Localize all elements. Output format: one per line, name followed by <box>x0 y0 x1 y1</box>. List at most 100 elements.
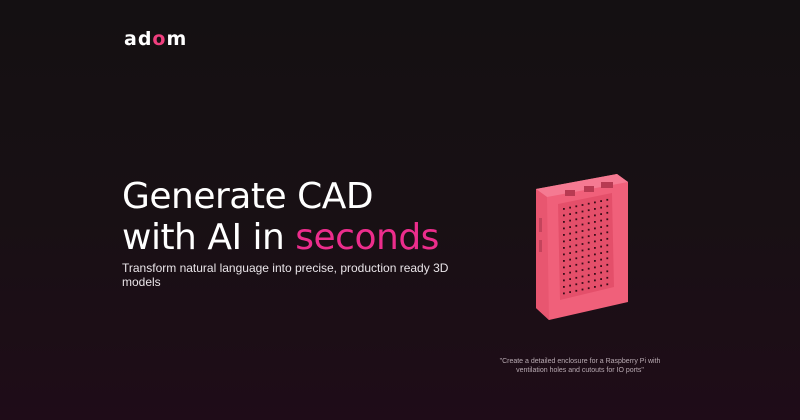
vent-hole <box>606 270 609 273</box>
vent-hole <box>563 279 565 282</box>
vent-hole <box>587 261 590 264</box>
vent-hole <box>587 209 590 212</box>
vent-hole <box>606 231 609 234</box>
vent-hole <box>563 286 565 288</box>
vent-hole <box>563 227 565 230</box>
vent-hole <box>569 278 571 280</box>
logo-o: o <box>152 28 167 50</box>
vent-hole <box>606 263 609 266</box>
model-caption: "Create a detailed enclosure for a Raspb… <box>499 358 661 374</box>
vent-hole <box>569 206 571 209</box>
vent-hole <box>587 274 590 277</box>
vent-hole <box>575 289 578 292</box>
vent-hole <box>563 240 565 243</box>
vent-hole <box>581 282 584 284</box>
vent-hole <box>600 200 602 202</box>
vent-hole <box>563 273 565 275</box>
vent-hole <box>594 208 596 210</box>
vent-hole <box>563 214 565 217</box>
vent-hole <box>581 262 584 265</box>
vent-hole <box>575 283 578 286</box>
vent-hole <box>600 219 602 222</box>
vent-hole <box>606 198 609 201</box>
vent-hole <box>594 273 596 275</box>
vent-hole <box>587 248 590 251</box>
vent-hole <box>587 241 590 244</box>
vent-hole <box>575 276 578 279</box>
vent-hole <box>600 258 602 261</box>
vent-hole <box>600 252 602 254</box>
hero: Generate CAD with AI in seconds <box>122 176 439 258</box>
vent-hole <box>575 205 578 208</box>
vent-hole <box>563 292 565 295</box>
vent-hole <box>606 237 609 240</box>
vent-hole <box>606 224 609 227</box>
vent-hole <box>563 221 565 223</box>
vent-hole <box>563 266 565 269</box>
vent-hole <box>569 226 571 228</box>
vent-hole <box>581 236 584 239</box>
vent-hole <box>569 252 571 254</box>
vent-hole <box>594 253 596 256</box>
vent-hole <box>575 250 578 253</box>
vent-hole <box>587 280 590 283</box>
vent-hole <box>587 235 590 238</box>
vent-hole <box>569 265 571 267</box>
vent-hole <box>575 224 578 227</box>
vent-hole <box>575 211 578 214</box>
vent-hole <box>600 239 602 241</box>
vent-hole <box>581 256 584 258</box>
vent-hole <box>594 214 596 217</box>
vent-hole <box>606 211 609 214</box>
vent-hole <box>594 221 596 223</box>
vent-hole <box>575 231 578 234</box>
vent-hole <box>600 206 602 209</box>
vent-hole <box>581 275 584 278</box>
vent-hole <box>594 234 596 236</box>
3d-enclosure-icon <box>536 174 628 320</box>
vent-hole <box>581 204 584 206</box>
vent-hole <box>600 226 602 228</box>
vent-hole <box>600 213 602 215</box>
vent-hole <box>600 271 602 274</box>
vent-hole <box>594 286 596 288</box>
vent-hole <box>587 267 590 270</box>
vent-hole <box>569 245 571 248</box>
vent-hole <box>600 278 602 280</box>
vent-hole <box>569 213 571 215</box>
vent-hole <box>594 260 596 262</box>
vent-hole <box>575 244 578 247</box>
vent-hole <box>575 218 578 221</box>
vent-hole <box>569 284 571 287</box>
vent-hole <box>587 215 590 218</box>
vent-hole <box>587 202 590 205</box>
vent-hole <box>594 240 596 243</box>
vent-hole <box>575 270 578 273</box>
vent-hole <box>587 222 590 225</box>
vent-hole <box>606 205 609 208</box>
vent-hole <box>581 230 584 232</box>
vent-hole <box>575 263 578 266</box>
vent-hole <box>581 249 584 252</box>
vent-hole <box>600 284 602 287</box>
vent-hole <box>594 227 596 230</box>
vent-hole <box>587 287 590 290</box>
vent-hole <box>569 271 571 274</box>
hero-title: Generate CAD with AI in seconds <box>122 176 439 258</box>
vent-hole <box>581 217 584 219</box>
vent-hole <box>581 223 584 226</box>
vent-hole <box>587 254 590 257</box>
vent-hole <box>569 232 571 235</box>
vent-hole <box>575 257 578 260</box>
vent-hole <box>581 269 584 271</box>
vent-hole <box>563 208 565 210</box>
vent-hole <box>600 245 602 248</box>
vent-hole <box>569 239 571 241</box>
vent-hole <box>581 210 584 213</box>
logo[interactable]: adom <box>124 28 188 50</box>
vent-hole <box>594 247 596 249</box>
vent-hole <box>563 234 565 236</box>
vent-hole <box>569 258 571 261</box>
vent-hole <box>606 218 609 221</box>
vent-hole <box>606 250 609 253</box>
